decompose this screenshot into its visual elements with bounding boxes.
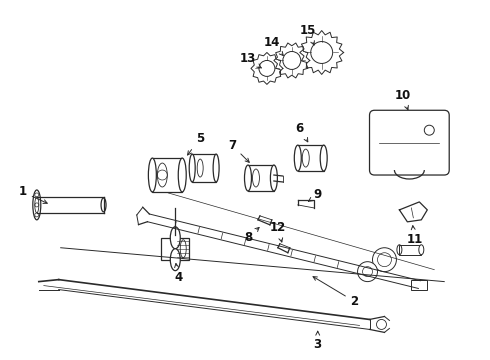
Bar xyxy=(152,158,182,192)
Text: 3: 3 xyxy=(314,331,322,351)
Text: 11: 11 xyxy=(406,226,422,246)
Text: 7: 7 xyxy=(228,139,249,162)
Circle shape xyxy=(358,262,377,282)
Ellipse shape xyxy=(320,145,327,171)
Bar xyxy=(192,154,216,182)
Ellipse shape xyxy=(213,154,219,182)
Circle shape xyxy=(372,248,396,272)
Bar xyxy=(412,280,427,289)
Text: 12: 12 xyxy=(270,221,286,242)
Bar xyxy=(161,238,189,260)
Text: 1: 1 xyxy=(19,185,47,203)
Ellipse shape xyxy=(245,165,251,191)
Ellipse shape xyxy=(270,165,277,191)
Ellipse shape xyxy=(33,190,41,220)
Text: 6: 6 xyxy=(295,122,308,142)
Ellipse shape xyxy=(171,249,180,271)
Text: 13: 13 xyxy=(240,52,261,68)
Text: 10: 10 xyxy=(394,89,411,110)
Ellipse shape xyxy=(189,154,195,182)
FancyBboxPatch shape xyxy=(369,110,449,175)
Text: 8: 8 xyxy=(244,228,259,244)
Text: 14: 14 xyxy=(264,36,283,55)
Text: 4: 4 xyxy=(174,264,182,284)
Ellipse shape xyxy=(419,245,424,255)
Text: 5: 5 xyxy=(188,132,204,155)
Circle shape xyxy=(376,319,387,329)
Ellipse shape xyxy=(294,145,301,171)
Ellipse shape xyxy=(178,158,186,192)
Ellipse shape xyxy=(171,227,180,249)
Ellipse shape xyxy=(148,158,156,192)
Ellipse shape xyxy=(101,198,106,212)
Bar xyxy=(399,245,421,255)
Bar xyxy=(298,145,324,171)
Text: 15: 15 xyxy=(299,24,316,45)
Text: 2: 2 xyxy=(313,276,359,308)
Text: 9: 9 xyxy=(308,188,322,202)
Bar xyxy=(248,165,274,191)
